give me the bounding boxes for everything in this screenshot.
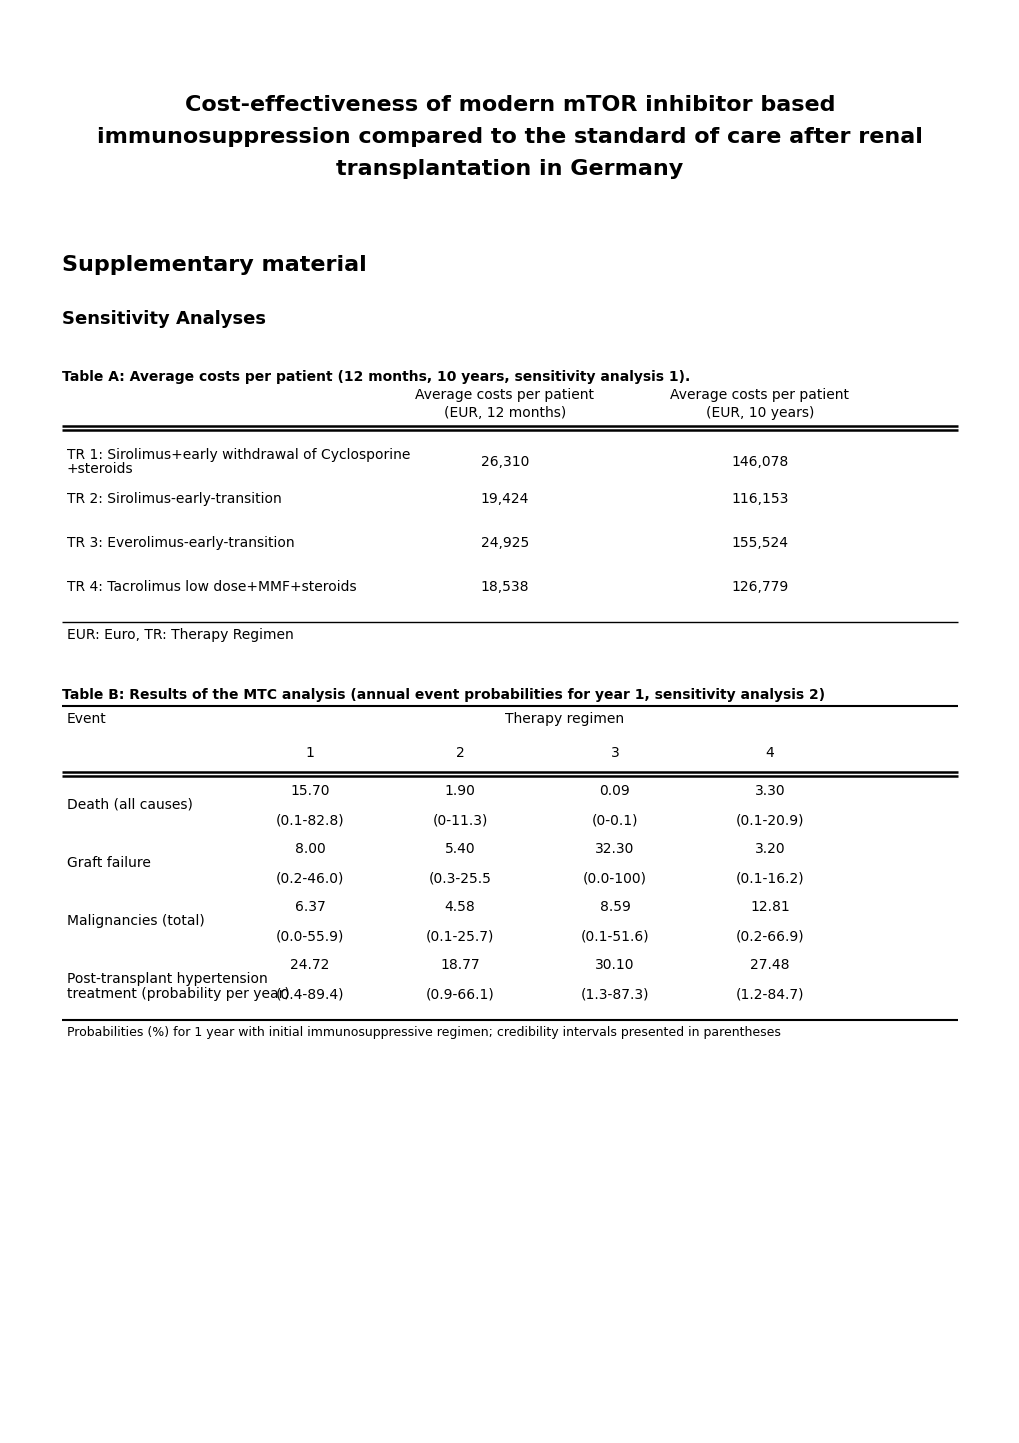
Text: 1: 1 [306,746,314,760]
Text: Average costs per patient: Average costs per patient [669,388,849,403]
Text: (0.0-100): (0.0-100) [583,872,646,886]
Text: (0.0-55.9): (0.0-55.9) [275,929,343,944]
Text: Average costs per patient: Average costs per patient [415,388,594,403]
Text: Therapy regimen: Therapy regimen [505,711,624,726]
Text: 1.90: 1.90 [444,784,475,798]
Text: Malignancies (total): Malignancies (total) [67,913,205,928]
Text: Table B: Results of the MTC analysis (annual event probabilities for year 1, sen: Table B: Results of the MTC analysis (an… [62,688,824,701]
Text: TR 4: Tacrolimus low dose+MMF+steroids: TR 4: Tacrolimus low dose+MMF+steroids [67,580,357,595]
Text: (0.2-66.9): (0.2-66.9) [735,929,804,944]
Text: 18.77: 18.77 [440,958,479,973]
Text: 4.58: 4.58 [444,900,475,913]
Text: (1.2-84.7): (1.2-84.7) [735,988,803,1001]
Text: 15.70: 15.70 [290,784,329,798]
Text: 24.72: 24.72 [290,958,329,973]
Text: Table A: Average costs per patient (12 months, 10 years, sensitivity analysis 1): Table A: Average costs per patient (12 m… [62,369,690,384]
Text: Event: Event [67,711,107,726]
Text: (0.1-20.9): (0.1-20.9) [735,814,803,828]
Text: transplantation in Germany: transplantation in Germany [336,159,683,179]
Text: Death (all causes): Death (all causes) [67,798,193,812]
Text: +steroids: +steroids [67,462,133,476]
Text: 32.30: 32.30 [595,843,634,856]
Text: treatment (probability per year): treatment (probability per year) [67,987,289,1001]
Text: 3.20: 3.20 [754,843,785,856]
Text: (EUR, 12 months): (EUR, 12 months) [443,405,566,420]
Text: 12.81: 12.81 [749,900,789,913]
Text: 116,153: 116,153 [731,492,788,506]
Text: 8.59: 8.59 [599,900,630,913]
Text: (1.3-87.3): (1.3-87.3) [580,988,649,1001]
Text: 27.48: 27.48 [750,958,789,973]
Text: (EUR, 10 years): (EUR, 10 years) [705,405,813,420]
Text: (0.4-89.4): (0.4-89.4) [275,988,344,1001]
Text: TR 2: Sirolimus-early-transition: TR 2: Sirolimus-early-transition [67,492,281,506]
Text: (0.1-51.6): (0.1-51.6) [580,929,649,944]
Text: 24,925: 24,925 [480,535,529,550]
Text: 6.37: 6.37 [294,900,325,913]
Text: (0.1-16.2): (0.1-16.2) [735,872,804,886]
Text: (0.2-46.0): (0.2-46.0) [275,872,343,886]
Text: immunosuppression compared to the standard of care after renal: immunosuppression compared to the standa… [97,127,922,147]
Text: (0-11.3): (0-11.3) [432,814,487,828]
Text: TR 1: Sirolimus+early withdrawal of Cyclosporine: TR 1: Sirolimus+early withdrawal of Cycl… [67,447,410,462]
Text: 30.10: 30.10 [595,958,634,973]
Text: 19,424: 19,424 [480,492,529,506]
Text: 5.40: 5.40 [444,843,475,856]
Text: Probabilities (%) for 1 year with initial immunosuppressive regimen; credibility: Probabilities (%) for 1 year with initia… [67,1026,781,1039]
Text: (0-0.1): (0-0.1) [591,814,638,828]
Text: 3.30: 3.30 [754,784,785,798]
Text: Post-transplant hypertension: Post-transplant hypertension [67,973,268,986]
Text: 18,538: 18,538 [480,580,529,595]
Text: 3: 3 [610,746,619,760]
Text: Graft failure: Graft failure [67,856,151,870]
Text: 26,310: 26,310 [480,455,529,469]
Text: 0.09: 0.09 [599,784,630,798]
Text: 155,524: 155,524 [731,535,788,550]
Text: 4: 4 [765,746,773,760]
Text: 146,078: 146,078 [731,455,788,469]
Text: Supplementary material: Supplementary material [62,255,367,276]
Text: (0.1-82.8): (0.1-82.8) [275,814,344,828]
Text: 8.00: 8.00 [294,843,325,856]
Text: EUR: Euro, TR: Therapy Regimen: EUR: Euro, TR: Therapy Regimen [67,628,293,642]
Text: Sensitivity Analyses: Sensitivity Analyses [62,310,266,328]
Text: (0.3-25.5: (0.3-25.5 [428,872,491,886]
Text: 2: 2 [455,746,464,760]
Text: (0.9-66.1): (0.9-66.1) [425,988,494,1001]
Text: TR 3: Everolimus-early-transition: TR 3: Everolimus-early-transition [67,535,294,550]
Text: (0.1-25.7): (0.1-25.7) [425,929,493,944]
Text: Cost-effectiveness of modern mTOR inhibitor based: Cost-effectiveness of modern mTOR inhibi… [184,95,835,115]
Text: 126,779: 126,779 [731,580,788,595]
